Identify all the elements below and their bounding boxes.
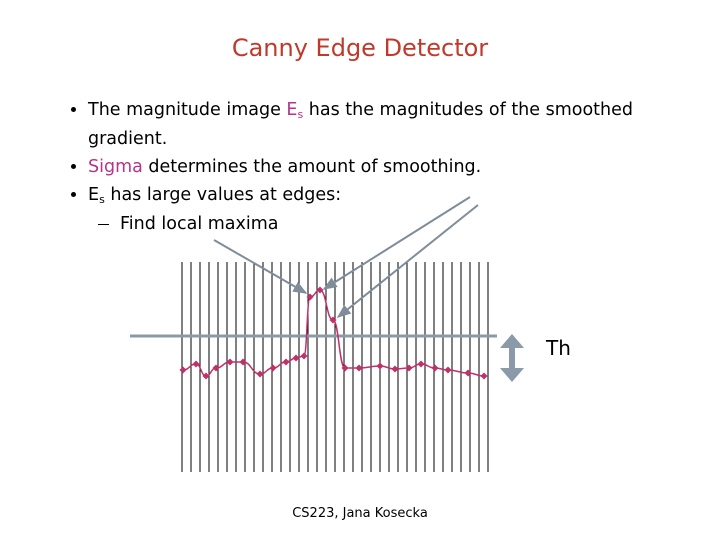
sample-point	[269, 364, 277, 372]
slide-title: Canny Edge Detector	[231, 34, 489, 62]
sample-point	[391, 365, 399, 373]
bullet: The magnitude image Es has the magnitude…	[88, 98, 688, 151]
subscript: s	[297, 108, 304, 121]
text: The magnitude image	[88, 100, 287, 120]
sample-point	[480, 372, 488, 380]
arrow	[213, 239, 308, 294]
footer: CS223, Jana Kosecka	[292, 506, 428, 521]
subscript: s	[99, 193, 105, 206]
sample-point	[417, 360, 425, 368]
sample-point	[239, 358, 247, 366]
sample-point	[316, 286, 324, 294]
threshold-label: Th	[545, 336, 571, 360]
symbol: E	[286, 100, 298, 120]
text: has the magnitudes of the smoothed gradi…	[88, 100, 634, 149]
arrows	[213, 196, 479, 318]
sample-point	[464, 369, 472, 377]
text: determines the amount of smoothing.	[142, 157, 482, 177]
samples	[179, 286, 488, 380]
bullet-list: The magnitude image Es has the magnitude…	[60, 98, 688, 236]
sample-point	[355, 364, 363, 372]
dash-marker	[98, 224, 109, 225]
sample-point	[306, 293, 314, 301]
bullet: Es has large values at edges:	[88, 183, 688, 212]
sample-point	[256, 370, 264, 378]
sample-point	[212, 364, 220, 372]
sample-point	[282, 358, 290, 366]
sample-lines	[181, 262, 489, 472]
arrow	[322, 196, 471, 290]
text: Find local maxima	[120, 214, 279, 234]
sample-point	[405, 364, 413, 372]
sample-point	[341, 364, 349, 372]
sample-point	[226, 358, 234, 366]
sub-bullet: Find local maxima	[88, 212, 688, 236]
arrow	[336, 204, 479, 318]
sample-point	[300, 352, 308, 360]
sample-point	[179, 366, 187, 374]
threshold-arrow	[500, 334, 524, 382]
sample-point	[329, 316, 337, 324]
sample-point	[292, 354, 300, 362]
bullet: Sigma determines the amount of smoothing…	[88, 155, 688, 179]
sample-point	[431, 364, 439, 372]
sample-point	[376, 362, 384, 370]
sample-point	[202, 372, 210, 380]
sample-point	[444, 366, 452, 374]
sample-point	[192, 360, 200, 368]
symbol: E	[88, 185, 100, 205]
text: has large values at edges:	[104, 185, 342, 205]
keyword: Sigma	[88, 157, 143, 177]
